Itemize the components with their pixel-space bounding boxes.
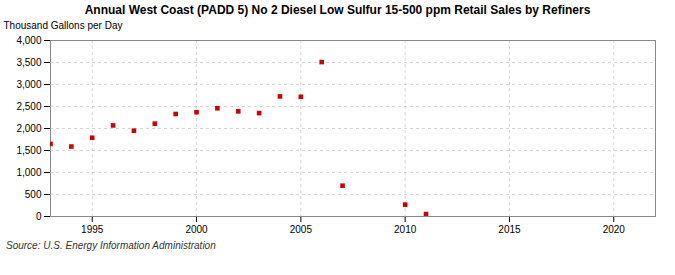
svg-text:2005: 2005 — [290, 224, 313, 235]
svg-text:2000: 2000 — [185, 224, 208, 235]
svg-text:500: 500 — [25, 189, 42, 200]
svg-text:2,000: 2,000 — [16, 123, 41, 134]
svg-text:3,000: 3,000 — [16, 79, 41, 90]
html-text:Source: U.S. Energy Informatio: Source: U.S. Energy Information Administ… — [6, 240, 216, 251]
svg-text:Thousand Gallons per Day: Thousand Gallons per Day — [4, 20, 123, 31]
svg-text:1,000: 1,000 — [16, 167, 41, 178]
svg-text:2020: 2020 — [603, 224, 626, 235]
svg-text:2,500: 2,500 — [16, 101, 41, 112]
svg-text:1995: 1995 — [81, 224, 104, 235]
svg-text:2015: 2015 — [498, 224, 521, 235]
svg-text:0: 0 — [36, 211, 42, 222]
html-text:Annual West Coast (PADD 5) No: Annual West Coast (PADD 5) No 2 Diesel L… — [84, 3, 591, 17]
svg-text:2010: 2010 — [394, 224, 417, 235]
svg-text:3,500: 3,500 — [16, 57, 41, 68]
svg-text:1,500: 1,500 — [16, 145, 41, 156]
svg-text:4,000: 4,000 — [16, 35, 41, 46]
